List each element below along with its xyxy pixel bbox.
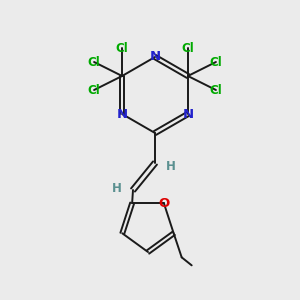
Text: Cl: Cl — [209, 83, 222, 97]
Text: N: N — [182, 107, 194, 121]
Text: Cl: Cl — [116, 41, 128, 55]
Text: O: O — [158, 197, 169, 210]
Text: Cl: Cl — [88, 83, 100, 97]
Text: Cl: Cl — [182, 41, 194, 55]
Text: H: H — [166, 160, 176, 173]
Text: Cl: Cl — [209, 56, 222, 68]
Text: N: N — [116, 107, 128, 121]
Text: Cl: Cl — [88, 56, 100, 68]
Text: N: N — [149, 50, 161, 64]
Text: H: H — [112, 182, 122, 194]
